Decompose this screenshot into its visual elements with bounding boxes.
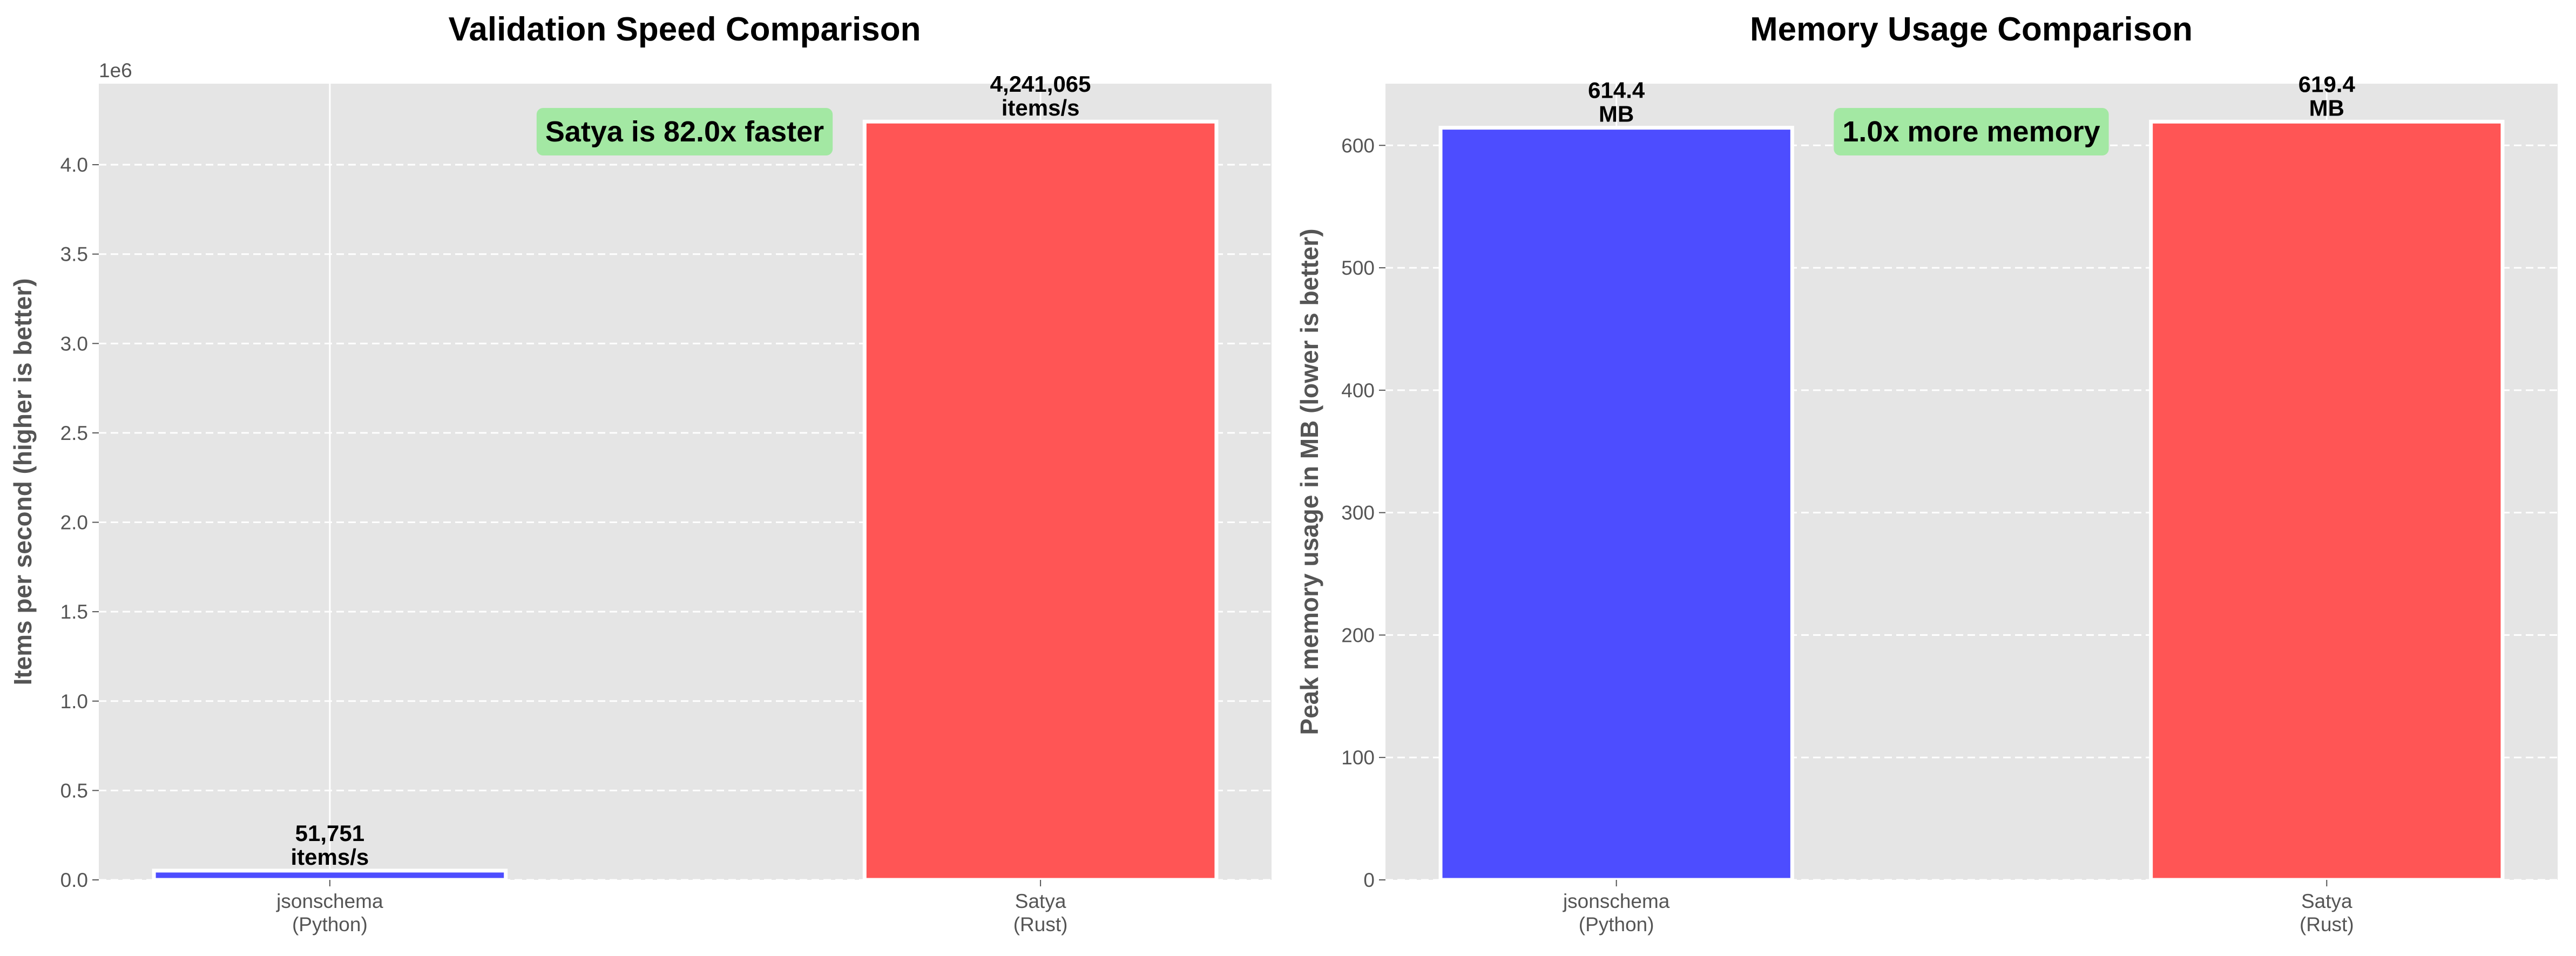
y-tick-label: 4.0 <box>60 154 88 176</box>
y-tick-label: 1.0 <box>60 690 88 713</box>
y-tick-label: 500 <box>1341 257 1375 279</box>
y-tick-label: 3.5 <box>60 243 88 266</box>
annotation-box <box>536 108 833 155</box>
bar-1 <box>1438 126 1794 882</box>
bar-1 <box>152 869 508 882</box>
y-tick-label: 400 <box>1341 379 1375 402</box>
y-axis-label: Items per second (higher is better) <box>9 278 37 685</box>
chart-title: Validation Speed Comparison <box>448 11 921 48</box>
y-tick-label: 2.0 <box>60 512 88 534</box>
x-tick-label: Satya (Rust) <box>2300 890 2354 935</box>
y-tick-label: 3.0 <box>60 333 88 355</box>
y-tick-label: 0.0 <box>60 869 88 891</box>
chart-title: Memory Usage Comparison <box>1750 11 2193 48</box>
chart-panel-1: 0.0 0.5 1.0 1.5 2.0 2.5 3.0 3.5 4.0 Validation Sp… <box>9 11 1272 935</box>
annotation-text: Satya is 82.0x faster <box>545 116 824 148</box>
bar-value-label: 614.4 MB <box>1588 78 1645 127</box>
chart-panel-2: 0 100 200 300 400 500 600 Memory Usage Comparis… <box>1295 11 2558 935</box>
y-tick-label: 600 <box>1341 134 1375 157</box>
bar-value-label: 4,241,065 items/s <box>990 71 1091 120</box>
x-tick-label: jsonschema (Python) <box>276 890 383 935</box>
bar-value-label: 51,751 items/s <box>291 821 369 870</box>
y-offset-label: 1e6 <box>99 59 132 82</box>
y-tick-label: 1.5 <box>60 601 88 623</box>
y-tick-label: 0 <box>1363 869 1375 891</box>
x-tick-label: Satya (Rust) <box>1013 890 1068 935</box>
y-tick-label: 100 <box>1341 747 1375 769</box>
y-axis-label: Peak memory usage in MB (lower is better… <box>1295 228 1323 735</box>
bar-2 <box>2149 119 2505 882</box>
y-tick-label: 200 <box>1341 624 1375 646</box>
bar-2 <box>862 119 1219 882</box>
y-tick-label: 2.5 <box>60 422 88 444</box>
bar-value-label: 619.4 MB <box>2298 71 2356 120</box>
annotation-text: 1.0x more memory <box>1842 116 2100 148</box>
x-tick-label: jsonschema (Python) <box>1563 890 1670 935</box>
y-tick-label: 0.5 <box>60 779 88 802</box>
y-tick-label: 300 <box>1341 502 1375 524</box>
annotation-box <box>1834 108 2109 155</box>
